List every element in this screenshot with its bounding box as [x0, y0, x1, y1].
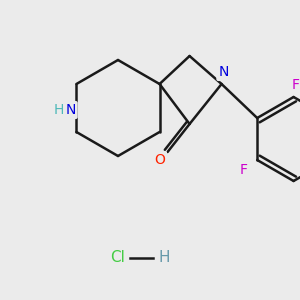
Text: N: N	[218, 65, 229, 79]
Text: N: N	[65, 103, 76, 117]
Text: Cl: Cl	[111, 250, 125, 266]
Text: O: O	[154, 153, 165, 167]
Text: H: H	[158, 250, 170, 266]
Text: H: H	[53, 103, 64, 117]
Text: F: F	[292, 78, 300, 92]
Text: F: F	[239, 163, 247, 177]
